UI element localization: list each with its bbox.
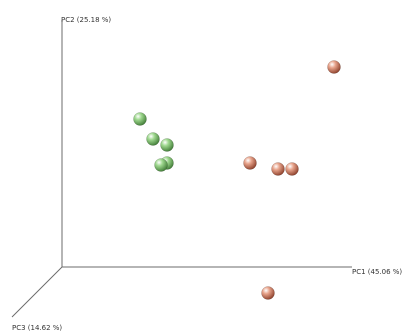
pc3-axis-line (11, 266, 63, 318)
data-point-s0-4 (154, 158, 168, 172)
pc2-axis-label: PC2 (25.18 %) (61, 16, 111, 24)
data-point-s0-2 (160, 138, 174, 152)
pc1-axis-label: PC1 (45.06 %) (352, 268, 402, 276)
data-point-s1-1 (243, 156, 257, 170)
data-point-s1-0 (327, 60, 341, 74)
data-point-s1-4 (261, 286, 275, 300)
data-point-s0-0 (133, 112, 147, 126)
axes: PC2 (25.18 %) PC1 (45.06 %) PC3 (14.62 %… (11, 16, 402, 332)
data-point-s1-3 (285, 162, 299, 176)
data-points (133, 60, 341, 300)
data-point-s1-2 (271, 162, 285, 176)
pc3-axis-label: PC3 (14.62 %) (12, 324, 62, 332)
data-point-s0-1 (146, 132, 160, 146)
